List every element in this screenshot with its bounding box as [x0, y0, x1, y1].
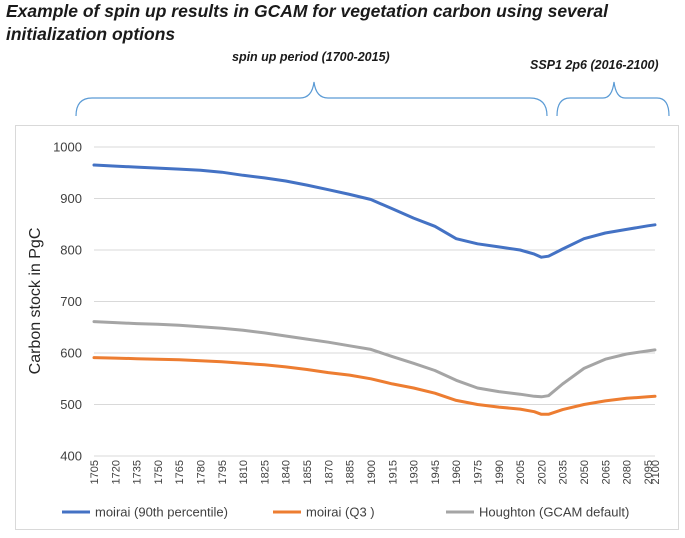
x-tick-label: 2095	[643, 460, 655, 484]
x-tick-label: 2005	[515, 460, 527, 484]
x-tick-label: 1975	[472, 460, 484, 484]
x-tick-label: 2080	[622, 460, 634, 484]
x-tick-label: 1885	[345, 460, 357, 484]
series-line-3	[92, 320, 657, 399]
x-tick-label: 1960	[451, 460, 463, 484]
spinup-period-label: spin up period (1700-2015)	[232, 50, 390, 64]
y-tick-label: 1000	[53, 140, 82, 155]
y-tick-label: 800	[60, 243, 82, 258]
legend-label-1: moirai (90th percentile)	[95, 505, 228, 520]
x-tick-label: 1795	[217, 460, 229, 484]
series-line-2	[92, 356, 657, 416]
x-tick-label: 1720	[110, 460, 122, 484]
x-tick-label: 2050	[579, 460, 591, 484]
x-tick-label: 1915	[387, 460, 399, 484]
ssp-bracket	[556, 81, 670, 117]
x-tick-label: 1930	[409, 460, 421, 484]
x-tick-label: 1945	[430, 460, 442, 484]
x-tick-label: 1900	[366, 460, 378, 484]
legend-label-3: Houghton (GCAM default)	[479, 505, 629, 520]
legend-label-2: moirai (Q3 )	[306, 505, 375, 520]
y-tick-label: 700	[60, 294, 82, 309]
spinup-bracket	[75, 81, 548, 117]
x-tick-label: 2035	[558, 460, 570, 484]
x-tick-label: 1750	[153, 460, 165, 484]
x-tick-label: 1855	[302, 460, 314, 484]
x-tick-label: 1735	[132, 460, 144, 484]
y-tick-label: 900	[60, 191, 82, 206]
ssp-period-label: SSP1 2p6 (2016-2100)	[530, 58, 659, 72]
chart-frame	[15, 125, 679, 530]
x-tick-label: 1780	[196, 460, 208, 484]
x-tick-label: 2065	[600, 460, 612, 484]
x-tick-label: 1840	[281, 460, 293, 484]
series-line-1	[92, 163, 657, 259]
x-tick-label: 1825	[259, 460, 271, 484]
x-tick-label: 1705	[89, 460, 101, 484]
y-tick-label: 500	[60, 397, 82, 412]
x-tick-label: 1990	[494, 460, 506, 484]
y-axis-label: Carbon stock in PgC	[27, 228, 44, 375]
x-tick-label: 1810	[238, 460, 250, 484]
y-tick-label: 400	[60, 449, 82, 464]
figure-title: Example of spin up results in GCAM for v…	[6, 1, 608, 44]
x-tick-label: 2100	[650, 460, 662, 484]
x-tick-label: 1765	[174, 460, 186, 484]
x-tick-label: 2020	[536, 460, 548, 484]
x-tick-label: 1870	[323, 460, 335, 484]
y-tick-label: 600	[60, 346, 82, 361]
